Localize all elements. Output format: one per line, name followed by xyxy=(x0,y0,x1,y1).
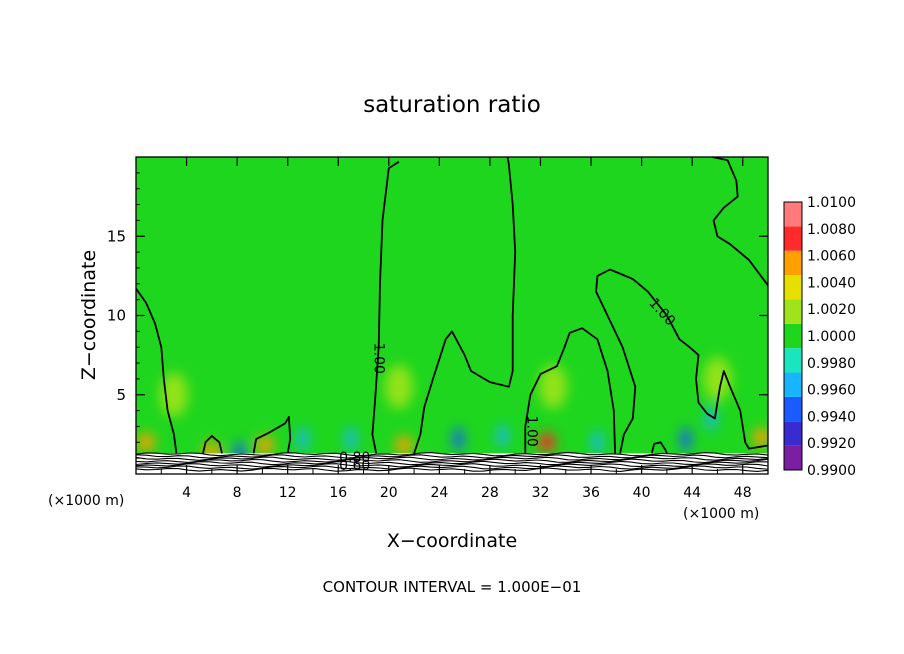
low-contour-line xyxy=(136,456,768,461)
plot-area: 1.001.001.000.800.604 8 12 16 20 24 28 32 36 40 44… xyxy=(107,156,769,501)
colorbar-label: 0.9960 xyxy=(807,383,856,399)
x-tick-label: 12 xyxy=(279,485,297,501)
cold-spot xyxy=(496,423,509,448)
contour-line-arch xyxy=(595,268,768,454)
cold-spot xyxy=(679,427,692,452)
contour-line-loop32 xyxy=(524,327,616,454)
hot-spot xyxy=(537,432,556,453)
colorbar-segment xyxy=(784,202,802,227)
colorbar-segment xyxy=(784,348,802,373)
contour-line-bump6 xyxy=(202,435,223,454)
colorbar-label: 1.0060 xyxy=(807,249,856,265)
colorbar-label: 1.0100 xyxy=(807,195,856,211)
chart-title: saturation ratio xyxy=(363,92,541,118)
low-contour-line xyxy=(136,454,768,459)
colorbar-segment xyxy=(784,372,802,397)
x-unit-right: (×1000 m) xyxy=(683,506,759,522)
x-tick-label: 40 xyxy=(633,485,651,501)
cold-spot xyxy=(296,427,309,452)
x-tick-label: 16 xyxy=(329,485,347,501)
low-contour-line xyxy=(136,467,768,472)
contour-line-top_right xyxy=(712,157,768,286)
contour-line-left xyxy=(136,288,178,454)
colorbar-label: 1.0000 xyxy=(807,329,856,345)
contour-label: 0.80 xyxy=(339,450,370,466)
y-tick-label: 15 xyxy=(107,227,126,245)
colorbar-label: 1.0020 xyxy=(807,302,856,318)
x-tick-label: 4 xyxy=(182,485,191,501)
colorbar-segment xyxy=(784,323,802,349)
cold-spot xyxy=(452,427,465,452)
x-tick-label: 20 xyxy=(380,485,398,501)
hot-spot xyxy=(255,435,274,456)
hot-spot xyxy=(752,427,768,448)
colorbar-frame xyxy=(783,201,803,471)
colorbar-label: 0.9980 xyxy=(807,356,856,372)
low-contour-line xyxy=(136,458,768,464)
contour-line-tower xyxy=(371,161,400,454)
colorbar: 0.9900 0.9920 0.9940 0.9960 0.9980 1.0000 1.00… xyxy=(783,195,856,479)
low-contour-line xyxy=(136,465,768,470)
contour-interval-footer: CONTOUR INTERVAL = 1.000E−01 xyxy=(323,578,582,596)
colorbar-label: 0.9940 xyxy=(807,409,856,425)
cold-spot xyxy=(705,406,718,431)
field-background xyxy=(136,157,768,474)
contour-line-bump10 xyxy=(252,416,292,454)
x-axis-label: X−coordinate xyxy=(387,530,517,552)
hot-spot xyxy=(384,364,413,409)
contour-label: 1.00 xyxy=(371,343,387,374)
hot-spot xyxy=(703,356,732,401)
x-tick-label: 36 xyxy=(582,485,600,501)
y-tick-label: 10 xyxy=(107,307,126,325)
hot-spot xyxy=(394,435,413,456)
colorbar-label: 1.0080 xyxy=(807,222,856,238)
contour-label: 1.00 xyxy=(524,416,540,447)
x-tick-label: 28 xyxy=(481,485,499,501)
x-tick-label: 32 xyxy=(532,485,550,501)
colorbar-segment xyxy=(784,396,802,422)
contour-label: 0.60 xyxy=(339,458,370,474)
low-contour-line xyxy=(136,463,768,468)
cold-spot xyxy=(344,427,357,452)
low-contour-line xyxy=(136,460,768,466)
hot-spot xyxy=(137,432,156,453)
hot-spot xyxy=(539,364,568,409)
colorbar-segment xyxy=(784,445,802,470)
x-tick-label: 48 xyxy=(734,485,752,501)
colorbar-segment xyxy=(784,299,802,324)
colorbar-label: 0.9900 xyxy=(807,463,856,479)
colorbar-segment xyxy=(784,226,802,251)
x-tick-label: 44 xyxy=(683,485,701,501)
colorbar-segment xyxy=(784,275,802,300)
y-tick-label: 5 xyxy=(116,386,126,404)
cold-spot xyxy=(591,430,604,455)
y-axis-label: Z−coordinate xyxy=(78,250,100,380)
contour-line-bump41 xyxy=(650,441,668,454)
x-tick-label: 24 xyxy=(430,485,448,501)
low-contour-line xyxy=(136,451,768,457)
colorbar-label: 0.9920 xyxy=(807,436,856,452)
x-unit-left: (×1000 m) xyxy=(48,493,124,509)
colorbar-segment xyxy=(784,250,802,276)
x-tick-label: 8 xyxy=(233,485,242,501)
contour-line-tower_return xyxy=(413,157,517,454)
colorbar-segment xyxy=(784,421,802,446)
colorbar-label: 1.0040 xyxy=(807,275,856,291)
